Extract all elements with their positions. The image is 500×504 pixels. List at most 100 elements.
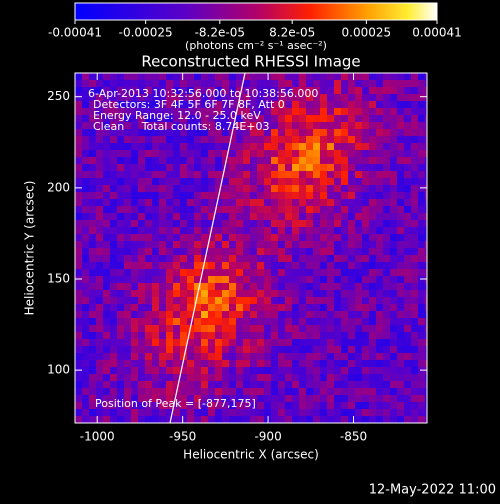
image-pixel (201, 171, 208, 178)
image-pixel (89, 360, 96, 367)
image-pixel (264, 248, 271, 255)
image-pixel (334, 262, 341, 269)
image-pixel (362, 241, 369, 248)
image-pixel (411, 227, 418, 234)
image-pixel (404, 108, 411, 115)
image-pixel (103, 115, 110, 122)
image-pixel (180, 269, 187, 276)
image-pixel (229, 360, 236, 367)
image-pixel (194, 304, 201, 311)
image-pixel (208, 234, 215, 241)
image-pixel (425, 157, 427, 164)
image-pixel (145, 255, 152, 262)
image-pixel (327, 227, 334, 234)
image-pixel (110, 199, 117, 206)
image-pixel (320, 241, 327, 248)
image-pixel (292, 80, 299, 87)
image-pixel (313, 360, 320, 367)
image-pixel (306, 73, 313, 80)
image-pixel (411, 311, 418, 318)
image-pixel (425, 402, 427, 409)
image-pixel (145, 325, 152, 332)
image-pixel (103, 318, 110, 325)
image-pixel (173, 199, 180, 206)
image-pixel (103, 136, 110, 143)
image-pixel (152, 192, 159, 199)
image-pixel (271, 115, 278, 122)
image-pixel (145, 304, 152, 311)
image-pixel (180, 108, 187, 115)
image-pixel (208, 178, 215, 185)
image-pixel (110, 206, 117, 213)
image-pixel (362, 213, 369, 220)
image-pixel (236, 276, 243, 283)
image-pixel (369, 283, 376, 290)
image-pixel (103, 199, 110, 206)
image-pixel (96, 325, 103, 332)
image-pixel (117, 416, 124, 423)
image-pixel (425, 276, 427, 283)
image-pixel (369, 360, 376, 367)
image-pixel (194, 129, 201, 136)
image-pixel (82, 255, 89, 262)
image-pixel (152, 332, 159, 339)
image-pixel (404, 206, 411, 213)
image-pixel (257, 150, 264, 157)
image-pixel (320, 108, 327, 115)
image-pixel (166, 87, 173, 94)
image-pixel (236, 381, 243, 388)
image-pixel (369, 276, 376, 283)
image-pixel (334, 255, 341, 262)
image-pixel (166, 171, 173, 178)
image-pixel (194, 178, 201, 185)
image-pixel (208, 297, 215, 304)
image-pixel (250, 325, 257, 332)
image-pixel (152, 241, 159, 248)
image-pixel (243, 108, 250, 115)
image-pixel (355, 339, 362, 346)
image-pixel (383, 283, 390, 290)
image-pixel (376, 171, 383, 178)
image-pixel (355, 164, 362, 171)
image-pixel (75, 262, 82, 269)
image-pixel (313, 367, 320, 374)
image-pixel (187, 101, 194, 108)
image-pixel (313, 143, 320, 150)
image-pixel (383, 262, 390, 269)
image-pixel (376, 388, 383, 395)
image-pixel (229, 416, 236, 423)
image-pixel (313, 346, 320, 353)
image-pixel (243, 367, 250, 374)
image-pixel (96, 108, 103, 115)
image-pixel (229, 227, 236, 234)
image-pixel (89, 332, 96, 339)
image-pixel (383, 227, 390, 234)
image-pixel (327, 311, 334, 318)
image-pixel (362, 171, 369, 178)
image-pixel (299, 87, 306, 94)
image-pixel (110, 248, 117, 255)
image-pixel (201, 339, 208, 346)
image-pixel (397, 108, 404, 115)
image-pixel (215, 143, 222, 150)
image-pixel (222, 297, 229, 304)
image-pixel (313, 269, 320, 276)
image-pixel (376, 297, 383, 304)
image-pixel (222, 171, 229, 178)
image-pixel (208, 136, 215, 143)
image-pixel (418, 206, 425, 213)
image-pixel (320, 332, 327, 339)
image-pixel (229, 325, 236, 332)
image-pixel (397, 325, 404, 332)
image-pixel (236, 185, 243, 192)
image-pixel (369, 171, 376, 178)
image-pixel (180, 304, 187, 311)
image-pixel (264, 311, 271, 318)
image-pixel (334, 290, 341, 297)
image-pixel (159, 353, 166, 360)
image-pixel (243, 388, 250, 395)
image-pixel (215, 416, 222, 423)
image-pixel (411, 360, 418, 367)
image-pixel (103, 178, 110, 185)
image-pixel (348, 297, 355, 304)
